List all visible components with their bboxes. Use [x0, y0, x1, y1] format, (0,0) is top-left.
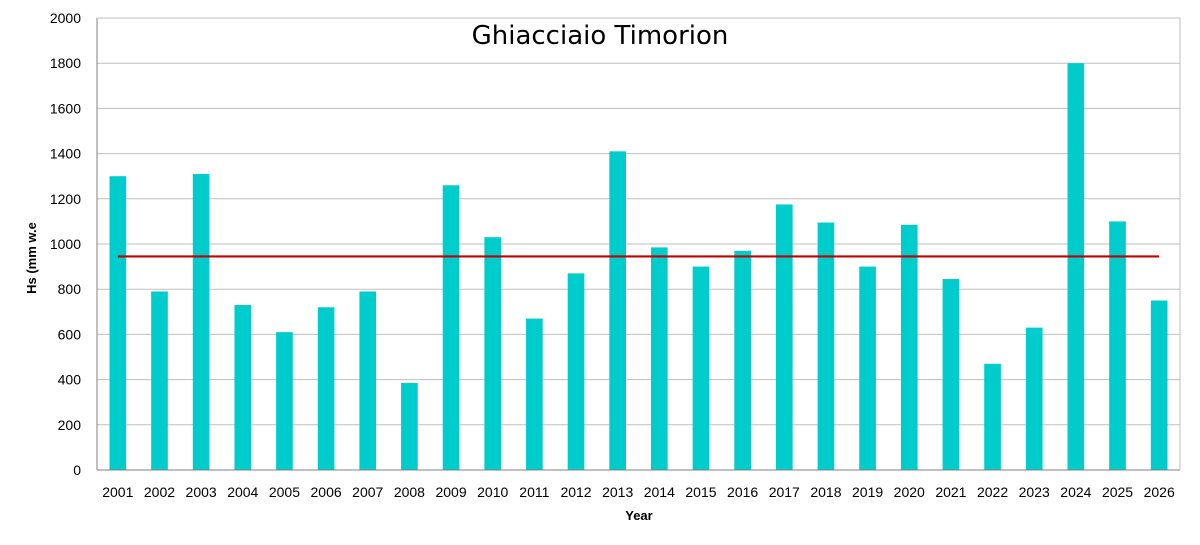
- y-tick-label: 600: [58, 326, 82, 342]
- bar: [942, 279, 960, 470]
- bar: [151, 291, 168, 470]
- bar: [192, 173, 210, 470]
- bar: [817, 222, 835, 470]
- x-tick-label: 2003: [186, 484, 217, 500]
- y-tick-label: 1400: [50, 146, 81, 162]
- bar: [567, 273, 585, 470]
- bar: [442, 185, 460, 471]
- bar: [1025, 327, 1043, 470]
- y-axis-title: Hs (mm w.e: [24, 222, 39, 294]
- bar: [484, 237, 502, 470]
- chart-title: Ghiacciaio Timorion: [472, 21, 729, 51]
- y-tick-label: 400: [58, 372, 82, 388]
- bar: [775, 204, 793, 470]
- x-tick-label: 2011: [519, 484, 549, 500]
- x-tick-label: 2016: [727, 484, 758, 500]
- bar: [1109, 221, 1126, 470]
- x-tick-label: 2019: [852, 484, 883, 500]
- y-tick-label: 1800: [50, 55, 81, 71]
- bar: [317, 307, 335, 470]
- bar: [859, 266, 876, 470]
- bar: [401, 382, 418, 470]
- bar: [276, 332, 293, 470]
- x-tick-label: 2008: [394, 484, 425, 500]
- x-tick-label: 2013: [602, 484, 633, 500]
- bar: [609, 151, 627, 470]
- x-tick-label: 2017: [769, 484, 800, 500]
- x-tick-label: 2009: [435, 484, 466, 500]
- x-tick-label: 2020: [894, 484, 925, 500]
- bar: [1150, 300, 1168, 470]
- bar: [359, 291, 377, 470]
- x-tick-label: 2022: [977, 484, 1008, 500]
- x-tick-label: 2014: [644, 484, 675, 500]
- x-tick-label: 2012: [560, 484, 591, 500]
- bar: [984, 363, 1001, 470]
- x-tick-label: 2010: [477, 484, 508, 500]
- x-tick-label: 2026: [1144, 484, 1175, 500]
- gridlines: [97, 17, 1180, 426]
- x-tick-label: 2018: [810, 484, 841, 500]
- x-tick-label: 2024: [1060, 484, 1091, 500]
- x-tick-label: 2001: [102, 484, 133, 500]
- x-tick-label: 2004: [227, 484, 258, 500]
- y-tick-label: 2000: [50, 10, 81, 26]
- y-tick-label: 1200: [50, 191, 81, 207]
- bar: [692, 266, 710, 470]
- x-axis-title: Year: [625, 508, 652, 523]
- bar: [1067, 63, 1085, 470]
- x-tick-label: 2005: [269, 484, 300, 500]
- bar: [650, 247, 668, 470]
- y-tick-label: 1600: [50, 100, 81, 116]
- x-tick-label: 2025: [1102, 484, 1133, 500]
- x-tick-label: 2002: [144, 484, 175, 500]
- bars: [109, 63, 1168, 471]
- x-tick-label: 2023: [1019, 484, 1050, 500]
- y-tick-label: 200: [58, 417, 82, 433]
- y-tick-label: 800: [58, 281, 82, 297]
- x-tick-label: 2015: [685, 484, 716, 500]
- bar: [734, 250, 751, 470]
- x-tick-label: 2006: [311, 484, 342, 500]
- x-tick-label: 2021: [935, 484, 966, 500]
- x-tick-label: 2007: [352, 484, 383, 500]
- bar: [900, 224, 918, 470]
- y-tick-label: 0: [73, 462, 81, 478]
- axes: [96, 17, 1181, 471]
- bar: [526, 318, 543, 470]
- y-tick-label: 1000: [50, 236, 81, 252]
- x-axis-tick-labels: 2001 2002 2003 2004 2005 2006 2007 2008 2009 2010…: [102, 484, 1175, 500]
- y-axis-tick-labels: 0 200 400 600 800 1000 1200 1400 1600 1800 2000: [50, 10, 81, 478]
- bar: [234, 305, 252, 470]
- bar: [109, 176, 127, 470]
